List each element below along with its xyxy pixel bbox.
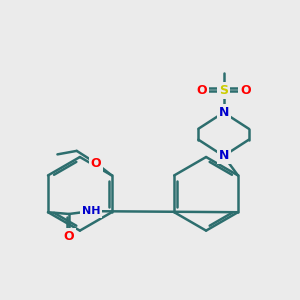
Text: O: O bbox=[196, 84, 207, 97]
Text: N: N bbox=[218, 106, 229, 119]
Text: O: O bbox=[91, 157, 101, 169]
Text: O: O bbox=[240, 84, 251, 97]
Text: N: N bbox=[218, 149, 229, 163]
Text: O: O bbox=[64, 230, 74, 243]
Text: NH: NH bbox=[82, 206, 100, 216]
Text: S: S bbox=[219, 84, 228, 97]
